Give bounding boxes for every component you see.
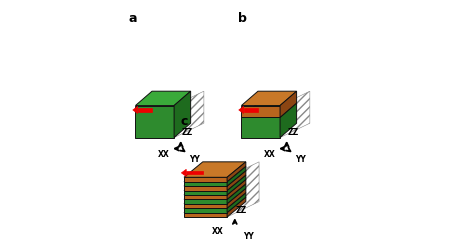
Polygon shape	[184, 184, 246, 199]
Text: a: a	[129, 12, 137, 25]
Polygon shape	[184, 199, 227, 204]
Polygon shape	[244, 108, 258, 112]
Polygon shape	[136, 91, 191, 106]
Text: ZZ: ZZ	[182, 128, 192, 137]
Polygon shape	[184, 193, 246, 208]
Polygon shape	[184, 175, 246, 191]
Polygon shape	[184, 191, 227, 195]
Polygon shape	[227, 162, 259, 217]
Polygon shape	[184, 180, 246, 195]
Polygon shape	[227, 197, 246, 217]
Text: c: c	[181, 115, 188, 128]
Polygon shape	[186, 171, 203, 174]
Polygon shape	[184, 166, 246, 182]
Polygon shape	[137, 108, 152, 112]
Polygon shape	[227, 180, 246, 199]
Polygon shape	[184, 182, 227, 186]
Text: XX: XX	[212, 227, 224, 236]
Polygon shape	[241, 91, 297, 106]
Polygon shape	[184, 208, 227, 213]
Text: YY: YY	[295, 155, 306, 164]
Polygon shape	[184, 186, 227, 191]
Polygon shape	[227, 188, 246, 208]
Polygon shape	[239, 106, 244, 114]
Polygon shape	[227, 193, 246, 213]
Polygon shape	[280, 91, 310, 138]
Polygon shape	[227, 162, 246, 182]
Text: YY: YY	[189, 155, 200, 164]
Polygon shape	[133, 106, 137, 114]
Polygon shape	[241, 106, 280, 117]
Polygon shape	[227, 171, 246, 191]
Polygon shape	[241, 103, 297, 117]
Polygon shape	[227, 184, 246, 204]
Polygon shape	[280, 91, 297, 117]
Polygon shape	[184, 204, 227, 208]
Polygon shape	[184, 177, 227, 182]
Polygon shape	[184, 213, 227, 217]
Text: ZZ: ZZ	[236, 206, 246, 215]
Polygon shape	[174, 91, 204, 138]
Polygon shape	[241, 117, 280, 138]
Text: XX: XX	[264, 150, 275, 159]
Text: XX: XX	[158, 150, 169, 159]
Polygon shape	[227, 166, 246, 186]
Text: YY: YY	[243, 232, 254, 240]
Polygon shape	[184, 171, 246, 186]
Polygon shape	[184, 188, 246, 204]
Polygon shape	[182, 169, 186, 176]
Polygon shape	[184, 197, 246, 213]
Polygon shape	[136, 106, 174, 138]
Polygon shape	[227, 175, 246, 195]
Text: b: b	[238, 12, 247, 25]
Polygon shape	[280, 103, 297, 138]
Polygon shape	[174, 91, 191, 138]
Polygon shape	[184, 195, 227, 199]
Text: ZZ: ZZ	[287, 128, 299, 137]
Polygon shape	[184, 162, 246, 177]
